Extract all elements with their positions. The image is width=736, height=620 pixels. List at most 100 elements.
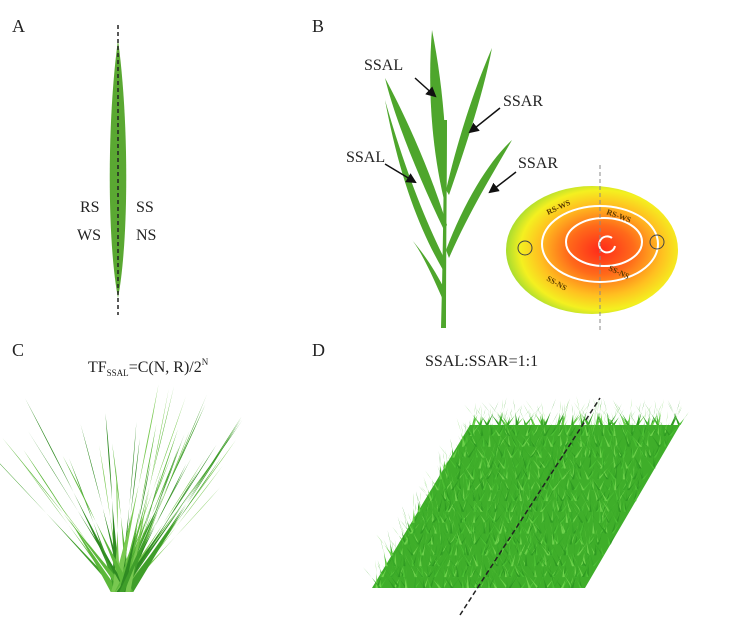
blade	[478, 431, 491, 447]
blade	[402, 547, 406, 567]
blade	[393, 563, 406, 578]
blade	[517, 508, 522, 534]
blade	[466, 560, 470, 588]
blade	[476, 447, 488, 469]
blade	[473, 516, 477, 534]
blade	[443, 557, 456, 578]
blade	[534, 542, 540, 567]
blade	[503, 483, 516, 502]
blade	[450, 506, 456, 534]
blade	[580, 528, 584, 545]
blade	[490, 567, 498, 588]
blade	[430, 525, 436, 545]
blade	[524, 441, 529, 469]
blade	[494, 495, 509, 512]
formula-rest: =C(N, R)/2	[129, 359, 202, 376]
blade	[431, 520, 437, 534]
blade	[658, 422, 662, 447]
blade	[543, 411, 547, 425]
blade	[620, 453, 624, 469]
blade	[398, 540, 403, 556]
blade	[446, 463, 450, 480]
blade	[588, 441, 592, 469]
blade	[456, 418, 466, 447]
blade	[601, 411, 606, 436]
blade	[584, 526, 590, 556]
blade	[588, 524, 591, 545]
blade	[479, 548, 490, 578]
blade	[571, 432, 583, 447]
blade	[428, 544, 432, 567]
blade	[516, 440, 528, 469]
blade	[550, 452, 564, 480]
blade	[623, 491, 627, 512]
blade	[383, 549, 388, 567]
blade	[556, 511, 565, 534]
blade	[458, 446, 461, 469]
blade	[566, 539, 575, 567]
blade	[528, 483, 533, 512]
blade	[458, 474, 462, 491]
blade	[504, 451, 508, 480]
blade	[403, 550, 406, 567]
blade	[376, 534, 394, 556]
blade	[521, 464, 524, 491]
side-label: NS	[136, 227, 156, 244]
blade	[496, 455, 502, 469]
blade	[550, 553, 559, 567]
blade	[590, 529, 600, 545]
blade	[478, 536, 484, 556]
blade	[628, 463, 634, 480]
blade	[80, 424, 127, 592]
blade	[494, 531, 511, 556]
blade	[399, 525, 411, 545]
blade	[577, 550, 587, 567]
panel-label: B	[312, 16, 324, 36]
blade	[618, 421, 626, 436]
blade	[584, 468, 601, 491]
blade	[520, 492, 538, 512]
blade	[506, 426, 524, 447]
blade	[593, 542, 605, 556]
blade	[594, 463, 609, 480]
blade	[531, 503, 535, 523]
blade	[504, 462, 509, 480]
blade	[491, 528, 502, 556]
blade	[532, 513, 539, 534]
blade	[574, 523, 579, 545]
blade	[486, 492, 490, 512]
blade	[591, 465, 595, 491]
blade	[507, 498, 512, 523]
blade	[571, 455, 582, 480]
blade	[576, 534, 582, 556]
blade	[489, 422, 501, 436]
blade	[583, 430, 598, 458]
blade	[531, 439, 542, 458]
blade	[572, 571, 583, 588]
blade	[542, 445, 554, 458]
blade	[612, 429, 616, 458]
blade	[472, 498, 484, 512]
blade	[535, 514, 543, 534]
blade	[574, 487, 578, 502]
panel-label: C	[12, 340, 24, 360]
blade	[456, 454, 475, 480]
blade	[389, 562, 394, 578]
blade	[534, 493, 539, 512]
blade	[620, 465, 626, 480]
blade	[454, 503, 466, 523]
blade	[468, 438, 485, 458]
blade	[447, 508, 452, 523]
blade	[586, 548, 589, 578]
blade	[497, 533, 508, 545]
blade	[631, 486, 637, 502]
blade	[599, 460, 609, 480]
blade	[504, 411, 508, 436]
blade	[521, 482, 525, 512]
blade	[502, 510, 512, 523]
blade	[513, 454, 531, 480]
blade	[488, 410, 494, 436]
blade	[432, 556, 436, 578]
blade	[573, 506, 584, 523]
blade	[498, 477, 510, 491]
